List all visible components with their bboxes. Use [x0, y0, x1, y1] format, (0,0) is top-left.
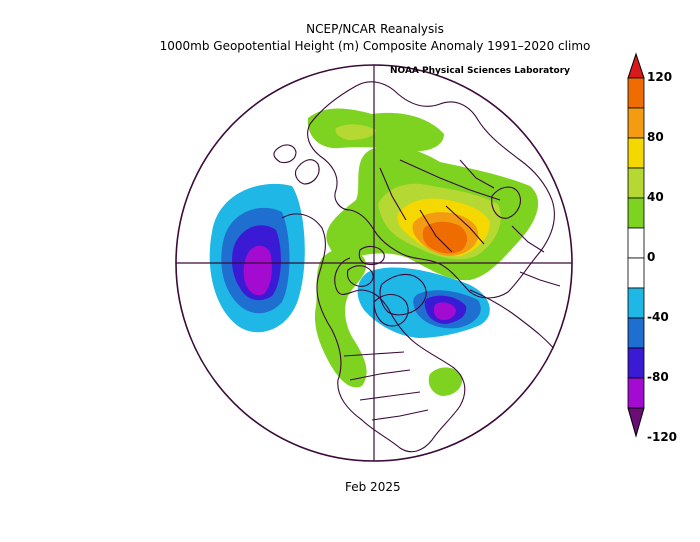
colorbar-bottom-arrow	[627, 407, 645, 438]
colorbar-cell	[627, 197, 645, 229]
coastlines	[273, 81, 561, 453]
atlantic-high	[428, 367, 463, 396]
colorbar-tick-label: 40	[647, 190, 664, 204]
colorbar-tick-label: 80	[647, 130, 664, 144]
map-title: NCEP/NCAR Reanalysis	[306, 22, 444, 36]
colorbar-tick-label: -120	[647, 430, 678, 444]
colorbar-tick-label: -80	[647, 370, 669, 384]
colorbar-cell	[627, 317, 645, 349]
colorbar-cell	[627, 137, 645, 169]
colorbar-cell	[627, 107, 645, 139]
anomaly-shading	[209, 108, 539, 396]
date-label: Feb 2025	[345, 480, 401, 494]
pacific-low	[209, 183, 305, 333]
colorbar-cell	[627, 227, 645, 259]
eurasia-high	[326, 145, 539, 281]
credit-label: NOAA Physical Sciences Laboratory	[390, 66, 571, 76]
western-na-high	[314, 248, 367, 388]
colorbar-top-arrow	[627, 52, 645, 79]
colorbar-tick-label: 120	[647, 70, 673, 84]
colorbar-cell	[627, 347, 645, 379]
colorbar-cell	[627, 77, 645, 109]
graticule	[175, 64, 573, 462]
colorbar-tick-label: 0	[647, 250, 656, 264]
atlantic-low	[357, 267, 490, 338]
colorbar-cell	[627, 287, 645, 319]
siberia-high	[307, 108, 444, 152]
colorbar-cell	[627, 377, 645, 409]
colorbar-tick-label: -40	[647, 310, 669, 324]
colorbar-cell	[627, 257, 645, 289]
colorbar	[627, 52, 645, 438]
siberia-high-core	[335, 124, 376, 140]
map-subtitle: 1000mb Geopotential Height (m) Composite…	[159, 39, 591, 53]
colorbar-cell	[627, 167, 645, 199]
